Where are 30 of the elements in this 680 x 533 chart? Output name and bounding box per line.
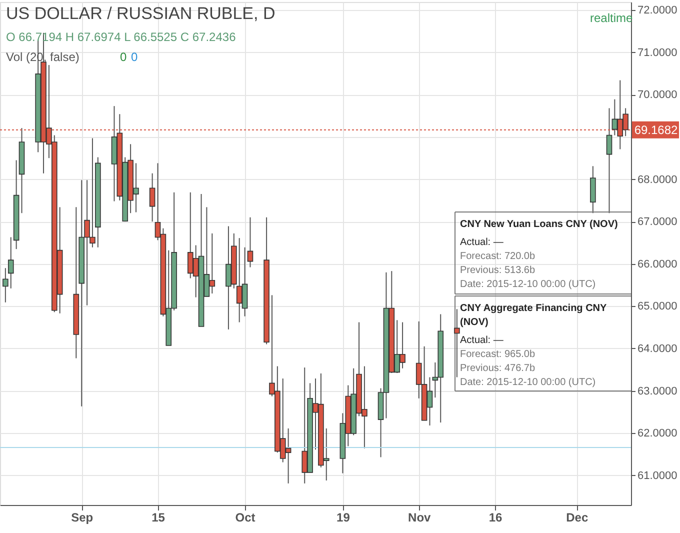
y-tick-label: 63.0000 [638,385,678,398]
candlestick [8,236,14,289]
x-tick-label: Dec [566,510,588,524]
x-tick-label: 15 [152,510,166,524]
y-tick-label: 67.0000 [638,216,678,228]
x-tick-label: Oct [235,510,256,524]
x-tick-label: Nov [408,510,432,524]
annotation: CNY Aggregate Financing CNY (NOV) Actual: — Forecast: 965.0b Previous: 476.7b Date: 2015-12-10 00:00 (UTC) [460,303,608,388]
candlestick [454,308,460,378]
x-tick-label: Sep [71,510,94,524]
annotation: 0 [120,50,127,64]
chart-title: US DOLLAR / RUSSIAN RUBLE, D [6,4,276,23]
y-tick-label: 61.0000 [638,470,678,482]
y-tick-label: 70.0000 [638,89,678,102]
x-tick-label: 16 [488,510,503,524]
candlestick [149,172,156,222]
y-tick-label: 66.0000 [638,258,678,270]
y-tick-label: 65.0000 [638,300,678,313]
y-tick-label: 68.0000 [638,174,678,186]
candlestick [2,268,8,303]
y-tick-label: 71.0000 [638,46,678,59]
ref-line-label: 69.1682 [634,122,678,137]
candlestick [606,108,612,214]
candlestick [247,216,254,268]
y-tick-label: 62.0000 [638,428,678,440]
y-tick-label: 72.0000 [638,4,678,17]
annotation: 0 [131,50,138,64]
annotation: CNY New Yuan Loans CNY (NOV) Actual: — Forecast: 720.0b Previous: 513.6b Date: 2015-12-10 00:00 (UTC) [460,219,618,290]
x-tick-label: 19 [336,510,350,524]
y-tick-label: 64.0000 [638,342,678,355]
